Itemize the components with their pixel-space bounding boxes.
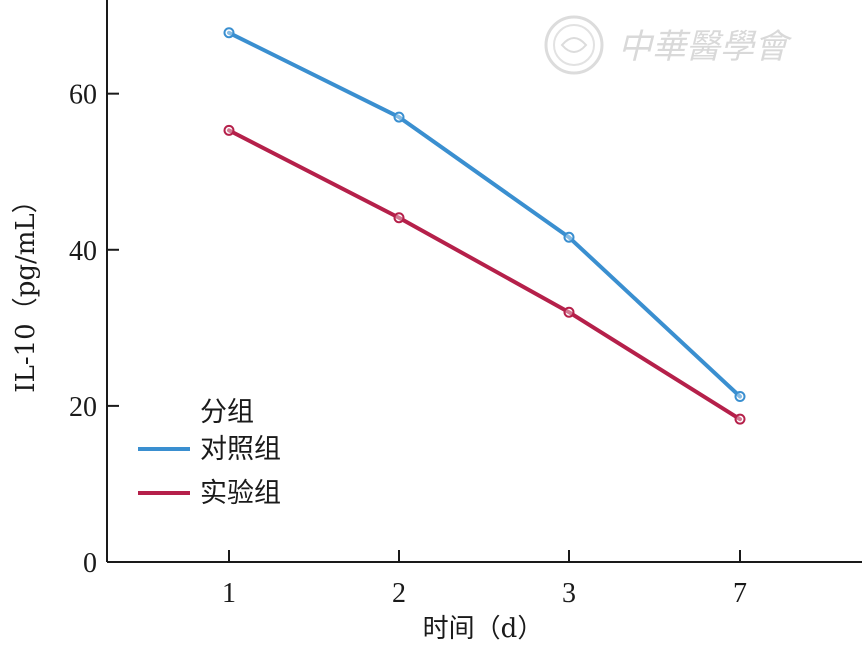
data-point bbox=[393, 212, 405, 224]
series-line bbox=[227, 30, 742, 399]
x-tick-label: 1 bbox=[222, 578, 236, 609]
data-point bbox=[393, 111, 405, 123]
y-tick-label: 0 bbox=[83, 548, 97, 579]
y-tick-label: 20 bbox=[69, 392, 97, 423]
series-1 bbox=[223, 27, 746, 403]
legend-title: 分组 bbox=[200, 397, 254, 428]
legend-item: 对照组 bbox=[138, 434, 281, 465]
y-tick-label: 40 bbox=[69, 236, 97, 267]
series-line bbox=[227, 128, 742, 422]
data-point bbox=[734, 391, 746, 403]
series-2 bbox=[223, 124, 746, 425]
legend-label: 对照组 bbox=[200, 434, 281, 465]
data-point bbox=[563, 306, 575, 318]
society-seal-icon bbox=[544, 15, 604, 75]
data-point bbox=[223, 27, 235, 39]
y-axis-title: IL-10（pg/mL） bbox=[11, 187, 41, 392]
watermark: 中華醫學會 bbox=[544, 15, 793, 75]
x-tick-label: 7 bbox=[733, 578, 747, 609]
data-point bbox=[223, 124, 235, 136]
data-point bbox=[563, 231, 575, 243]
x-tick-label: 3 bbox=[562, 578, 576, 609]
y-tick-label: 60 bbox=[69, 80, 97, 111]
x-tick-label: 2 bbox=[392, 578, 406, 609]
x-axis-title: 时间（d） bbox=[423, 614, 544, 644]
legend-label: 实验组 bbox=[200, 478, 281, 509]
axes: 0 20 40 60 1 2 3 7 bbox=[69, 0, 862, 609]
series-layer bbox=[223, 27, 746, 425]
watermark-text: 中華醫學會 bbox=[618, 27, 793, 67]
data-point bbox=[734, 413, 746, 425]
legend-item: 实验组 bbox=[138, 478, 281, 509]
